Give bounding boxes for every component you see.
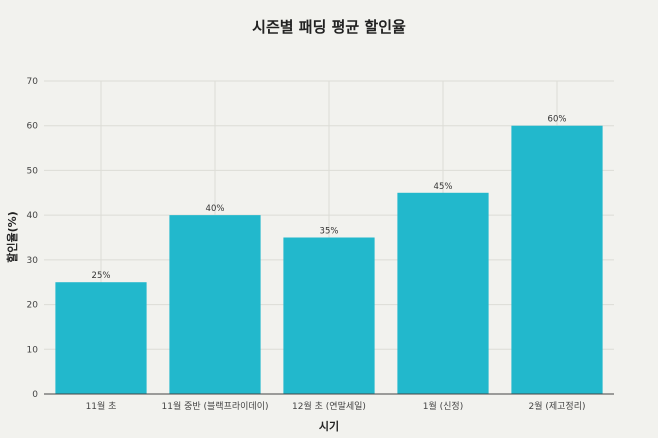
bar [283, 237, 375, 394]
y-tick-label: 60 [27, 122, 39, 132]
data-labels: 25% 40% 35% 45% 60% [92, 115, 567, 282]
chart-title: 시즌별 패딩 평균 할인율 [252, 18, 406, 36]
y-tick-label: 20 [27, 301, 39, 311]
x-axis-ticks: 11월 초 11월 중반 (블랙프라이데이) 12월 초 (연말세일) 1월 (신정)… [86, 400, 586, 412]
bar-data-label: 45% [434, 182, 453, 192]
y-axis-ticks: 0 10 20 30 40 50 60 70 [27, 77, 39, 400]
x-tick-label: 11월 초 [86, 400, 117, 412]
y-tick-label: 50 [27, 166, 39, 176]
y-axis-title: 할인율(%) [5, 211, 19, 262]
x-tick-label: 1월 (신정) [423, 400, 463, 412]
bar-data-label: 40% [206, 204, 225, 214]
x-tick-label: 2월 (제고정리) [528, 400, 585, 412]
y-tick-label: 40 [27, 211, 39, 221]
y-tick-label: 10 [27, 345, 39, 355]
bar-data-label: 35% [320, 227, 339, 237]
y-tick-label: 0 [32, 390, 38, 400]
y-tick-label: 70 [27, 77, 39, 87]
bar [169, 215, 261, 394]
x-tick-label: 11월 중반 (블랙프라이데이) [162, 400, 269, 412]
x-axis-title: 시기 [319, 419, 339, 433]
bar-data-label: 25% [92, 271, 111, 281]
bars [55, 125, 603, 394]
bar [511, 125, 603, 394]
bar [397, 192, 489, 394]
bar-data-label: 60% [548, 115, 567, 125]
x-tick-label: 12월 초 (연말세일) [292, 400, 366, 412]
y-tick-label: 30 [27, 256, 39, 266]
bar [55, 282, 147, 394]
